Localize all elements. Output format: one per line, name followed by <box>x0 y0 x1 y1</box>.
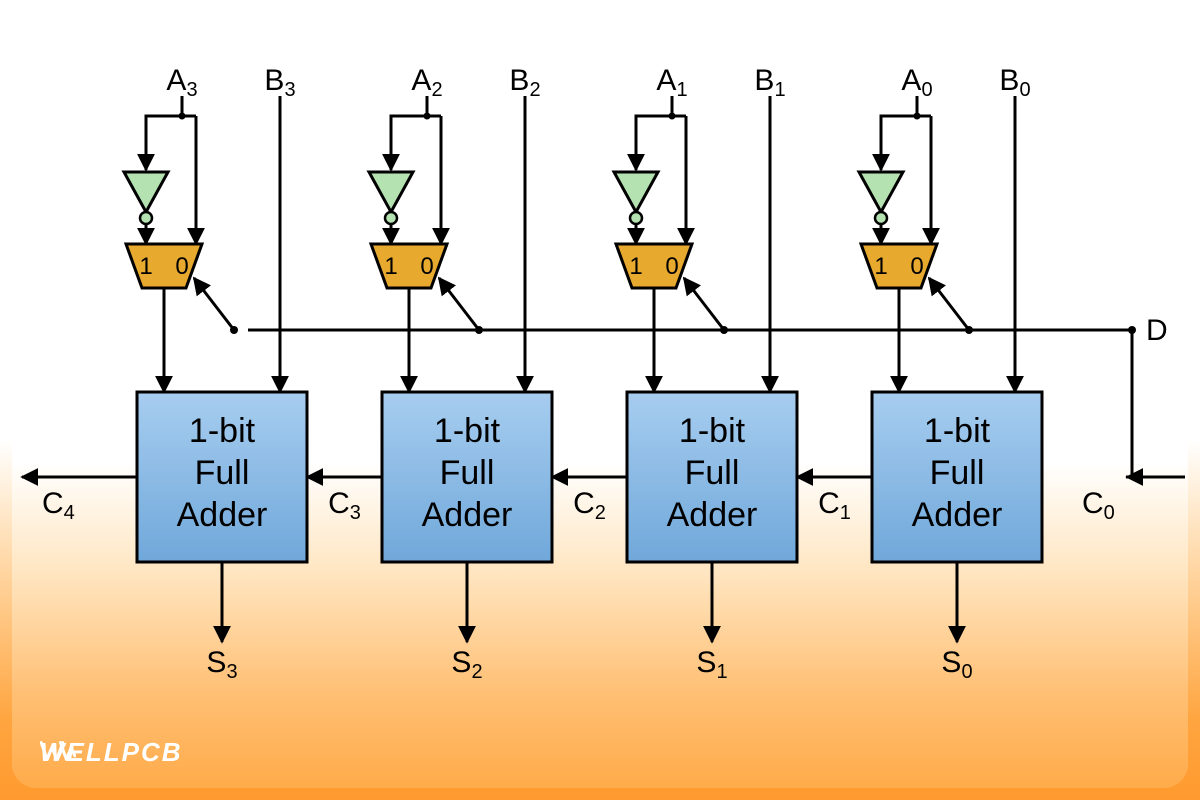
svg-text:1: 1 <box>139 253 152 280</box>
svg-text:Full: Full <box>440 454 495 492</box>
svg-text:Adder: Adder <box>912 496 1003 534</box>
svg-text:Adder: Adder <box>422 496 513 534</box>
svg-text:B0: B0 <box>999 64 1030 101</box>
mux-1: 10 <box>616 244 692 288</box>
full-adder-3: 1-bit Full Adder <box>137 392 307 562</box>
svg-text:0: 0 <box>175 253 188 280</box>
svg-text:A0: A0 <box>901 64 932 101</box>
full-adder-1: 1-bit Full Adder <box>627 392 797 562</box>
svg-text:S3: S3 <box>206 646 237 683</box>
svg-text:Adder: Adder <box>667 496 758 534</box>
svg-text:Full: Full <box>685 454 740 492</box>
svg-text:C1: C1 <box>818 487 851 524</box>
svg-text:C0: C0 <box>1082 487 1115 524</box>
svg-text:B1: B1 <box>754 64 785 101</box>
svg-text:S1: S1 <box>696 646 727 683</box>
full-adder-2: 1-bit Full Adder <box>382 392 552 562</box>
svg-text:C4: C4 <box>42 487 75 524</box>
svg-text:1-bit: 1-bit <box>434 412 501 450</box>
not-gate-1 <box>614 172 658 224</box>
svg-text:0: 0 <box>665 253 678 280</box>
svg-text:1: 1 <box>629 253 642 280</box>
svg-text:1-bit: 1-bit <box>679 412 746 450</box>
logo-icon <box>40 737 76 765</box>
svg-text:A2: A2 <box>411 64 442 101</box>
not-gate-0 <box>859 172 903 224</box>
svg-text:S0: S0 <box>941 646 972 683</box>
svg-text:1-bit: 1-bit <box>924 412 991 450</box>
svg-text:C3: C3 <box>328 487 361 524</box>
not-gate-3 <box>124 172 168 224</box>
svg-text:1: 1 <box>384 253 397 280</box>
svg-text:B2: B2 <box>509 64 540 101</box>
full-adder-0: 1-bit Full Adder <box>872 392 1042 562</box>
svg-text:Full: Full <box>930 454 985 492</box>
mux-0: 10 <box>861 244 937 288</box>
mux-2: 10 <box>371 244 447 288</box>
mux-3: 10 <box>126 244 202 288</box>
svg-text:S2: S2 <box>451 646 482 683</box>
svg-text:1: 1 <box>874 253 887 280</box>
svg-text:0: 0 <box>910 253 923 280</box>
svg-text:0: 0 <box>420 253 433 280</box>
svg-text:Full: Full <box>195 454 250 492</box>
svg-text:B3: B3 <box>264 64 295 101</box>
svg-text:A3: A3 <box>166 64 197 101</box>
not-gate-2 <box>369 172 413 224</box>
svg-text:Adder: Adder <box>177 496 268 534</box>
svg-text:D: D <box>1146 314 1168 347</box>
svg-text:C2: C2 <box>573 487 606 524</box>
svg-text:1-bit: 1-bit <box>189 412 256 450</box>
svg-text:A1: A1 <box>656 64 687 101</box>
brand-logo: WELLPCB <box>40 737 183 768</box>
